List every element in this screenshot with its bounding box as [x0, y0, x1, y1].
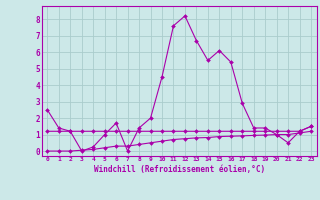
X-axis label: Windchill (Refroidissement éolien,°C): Windchill (Refroidissement éolien,°C)	[94, 165, 265, 174]
